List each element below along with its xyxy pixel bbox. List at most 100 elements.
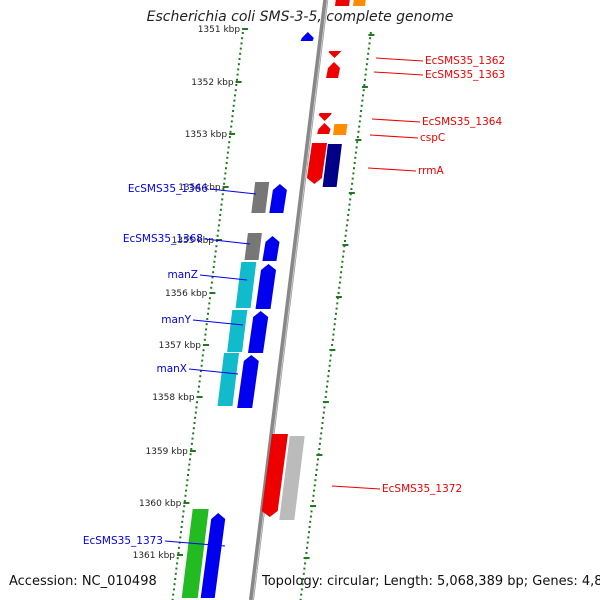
inner-tick-dot [220, 203, 223, 206]
gene-manY-a[interactable] [227, 310, 248, 352]
outer-tick-dot [369, 32, 372, 34]
inner-tick-dot [194, 411, 197, 414]
outer-tick-dot [326, 380, 329, 383]
gene-EcSMS35_1368-b[interactable] [262, 236, 280, 261]
outer-tick-dot [333, 328, 336, 331]
outer-tick-dot [345, 229, 348, 232]
label-leader [367, 167, 417, 172]
inner-tick-dot [176, 557, 179, 560]
outer-tick-dot [321, 422, 324, 424]
inner-tick-dot [237, 68, 240, 71]
inner-tick-dot [178, 546, 180, 549]
gene-EcSMS35_1366-a[interactable] [251, 182, 270, 213]
inner-tick-dot [191, 437, 194, 440]
outer-tick-dot [342, 255, 345, 258]
outer-tick-dot [333, 323, 336, 326]
gene-1351-blue[interactable] [300, 32, 314, 41]
outer-tick-dot [359, 115, 362, 118]
outer-tick-dot [369, 37, 372, 40]
outer-tick-dot [360, 104, 363, 107]
outer-tick-dot [327, 370, 330, 372]
gene-label[interactable]: rrmA [418, 165, 444, 177]
inner-tick-dot [217, 224, 220, 227]
gene-red-top[interactable] [335, 0, 350, 6]
inner-tick-dot [218, 219, 221, 222]
inner-tick-dot [235, 84, 238, 86]
gene-manX-b[interactable] [237, 355, 259, 408]
gene-manX-a[interactable] [217, 353, 240, 406]
inner-tick-dot [229, 130, 232, 133]
gene-orange-top[interactable] [353, 0, 366, 6]
outer-tick-dot [331, 338, 334, 341]
inner-tick-dot [222, 188, 225, 190]
gene-label[interactable]: EcSMS35_1368 [123, 233, 203, 245]
gene-manZ-a[interactable] [235, 262, 257, 308]
gene-EcSMS35_1368-a[interactable] [244, 233, 262, 260]
gene-EcSMS35_1372-a[interactable] [261, 434, 288, 517]
label-leader [204, 238, 251, 245]
gene-label[interactable]: EcSMS35_1362 [425, 55, 505, 67]
gene-label[interactable]: EcSMS35_1372 [382, 483, 462, 495]
outer-tick-dot [299, 598, 302, 600]
gene-cspC[interactable] [333, 124, 348, 135]
gene-label[interactable]: manX [156, 363, 187, 375]
outer-tick-dot [302, 572, 305, 575]
gene-EcSMS35_1364-a[interactable] [318, 113, 332, 121]
outer-tick-dot [357, 130, 360, 133]
inner-tick-dot [217, 229, 220, 232]
inner-tick-dot [198, 385, 200, 388]
gene-label[interactable]: EcSMS35_1363 [425, 69, 505, 81]
gene-EcSMS35_1366-b[interactable] [269, 184, 287, 213]
outer-tick-dot [351, 177, 354, 180]
outer-tick-dot [306, 546, 308, 549]
outer-tick-dot [366, 58, 369, 60]
inner-tick-dot [214, 250, 217, 253]
gene-rrmA-b[interactable] [322, 144, 342, 187]
gene-rrmA-a[interactable] [306, 143, 327, 184]
gene-EcSMS35_1364-b[interactable] [317, 123, 331, 134]
gene-label[interactable]: cspC [420, 132, 445, 144]
label-leader [192, 319, 244, 326]
inner-tick-dot [234, 89, 237, 92]
gene-EcSMS35_1362[interactable] [328, 51, 342, 58]
outer-tick-dot [363, 84, 366, 86]
gene-label[interactable]: EcSMS35_1366 [128, 183, 208, 195]
gene-label[interactable]: EcSMS35_1364 [422, 116, 502, 128]
inner-tick-dot [195, 406, 198, 409]
gene-label[interactable]: manY [161, 314, 191, 326]
inner-tick-dot [179, 536, 182, 539]
inner-tick-dot [216, 234, 219, 237]
outer-tick-dot [335, 307, 338, 310]
kbp-label: 1354 kbp [178, 183, 221, 193]
gene-manZ-b[interactable] [255, 264, 277, 309]
inner-tick-dot [219, 208, 222, 211]
gene-manY-b[interactable] [248, 311, 269, 353]
outer-tick-dot [312, 494, 315, 497]
inner-tick-dot [233, 99, 236, 102]
kbp-label: 1355 kbp [172, 236, 215, 246]
gene-EcSMS35_1372-b[interactable] [279, 436, 305, 520]
outer-tick-dot [362, 94, 364, 97]
label-leader [331, 485, 381, 490]
gene-EcSMS35_1363[interactable] [326, 62, 340, 78]
outer-tick-dot [368, 42, 371, 45]
inner-tick-dot [182, 510, 185, 513]
outer-tick-dot [308, 531, 310, 534]
gene-EcSMS35_1373-a[interactable] [181, 509, 209, 598]
inner-tick-dot [204, 333, 207, 336]
outer-tick-dot [343, 245, 346, 248]
inner-tick-dot [207, 312, 209, 315]
gene-label[interactable]: EcSMS35_1373 [83, 535, 163, 547]
gene-EcSMS35_1373-b[interactable] [200, 513, 226, 598]
outer-tick-dot [334, 318, 337, 320]
gene-label[interactable]: manZ [167, 269, 198, 281]
inner-tick-dot [205, 328, 208, 331]
outer-tick-dot [339, 276, 342, 279]
outer-tick-dot [326, 385, 328, 388]
inner-tick-dot [230, 120, 233, 123]
outer-tick-dot [307, 536, 310, 539]
outer-tick-dot [354, 156, 357, 159]
outer-tick-dot [311, 500, 314, 502]
